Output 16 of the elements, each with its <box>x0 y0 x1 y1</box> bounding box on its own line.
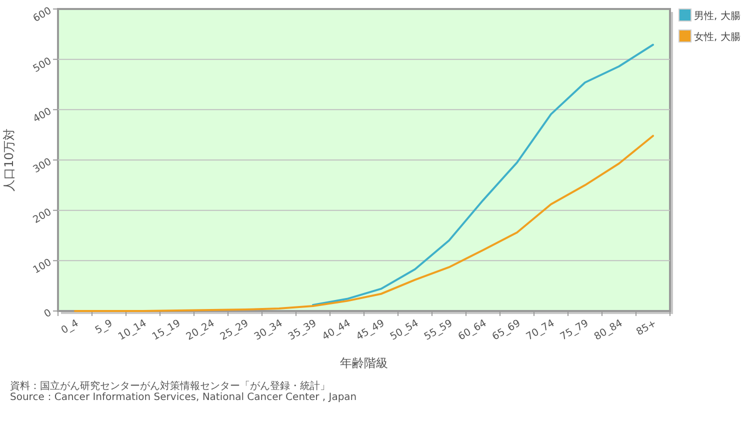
text: 資料：国立がん研究センターがん対策情報センター「がん登録・統計」 <box>10 380 330 392</box>
x-tick-label: 0_4 <box>60 318 80 336</box>
y-tick-label: 300 <box>31 156 54 176</box>
y-tick-label: 200 <box>31 206 54 226</box>
x-tick-label: 85+ <box>634 318 658 338</box>
y-tick-label: 400 <box>31 106 54 126</box>
y-tick-label: 0 <box>42 308 54 320</box>
x-tick-label: 5_9 <box>94 318 114 336</box>
legend-label: 男性, 大腸 <box>694 10 740 22</box>
y-axis-title: 人口10万対 <box>2 128 16 192</box>
source-note: Source：Cancer Information Services, National Cancer Center , Japan <box>10 392 357 403</box>
legend-label: 女性, 大腸 <box>694 31 740 43</box>
x-axis-title: 年齢階級 <box>340 356 388 370</box>
y-tick-label: 600 <box>31 6 54 25</box>
y-tick-label: 500 <box>31 56 54 75</box>
y-tick-label: 100 <box>31 257 54 276</box>
